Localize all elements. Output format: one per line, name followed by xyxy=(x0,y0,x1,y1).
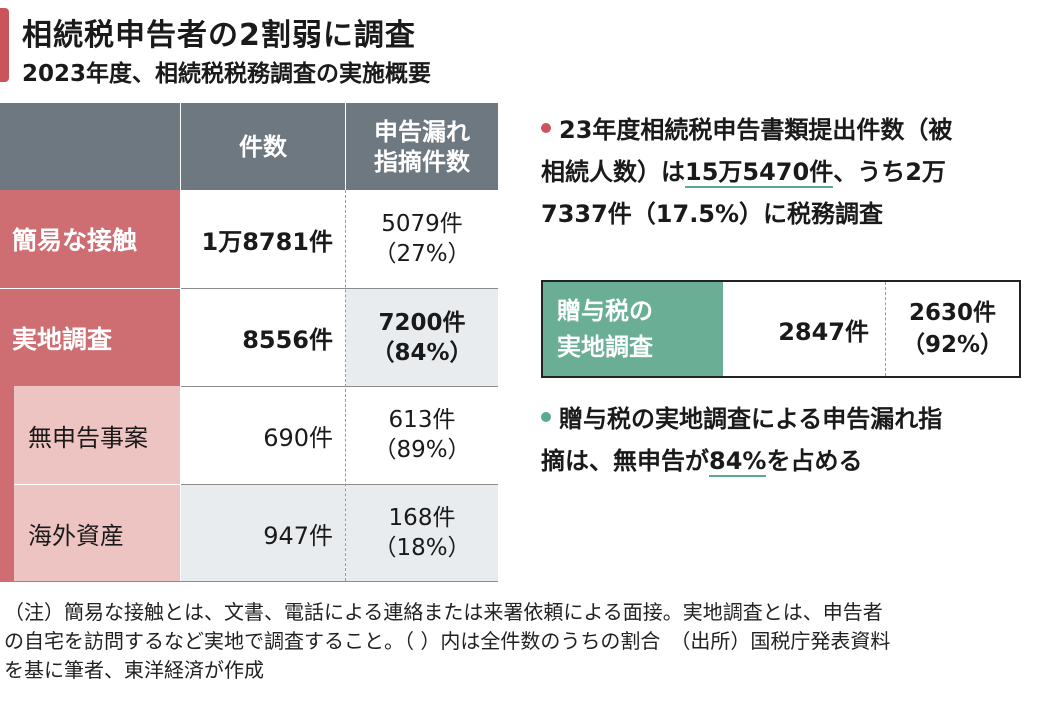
found-pct: （84%） xyxy=(371,339,473,366)
gift-tax-found: 2630件 （92%） xyxy=(886,282,1019,376)
header-corner xyxy=(0,103,180,190)
row-count-overseas: 947件 xyxy=(180,485,345,581)
footnote-line2: の自宅を訪問するなど実地で調査すること。（ ）内は全件数のうちの割合 （出所）国… xyxy=(4,629,891,653)
found-pct: （18%） xyxy=(373,535,471,561)
bullet1-line2a: 相続人数）は xyxy=(541,158,685,186)
footnote-line3: を基に筆者、東洋経済が作成 xyxy=(4,658,264,682)
bullet-dot xyxy=(541,412,551,422)
bullet2-line1: 贈与税の実地調査による申告漏れ指 xyxy=(559,405,943,433)
survey-table: 件数 申告漏れ 指摘件数 簡易な接触 1万8781件 5079件 （27%） 実… xyxy=(0,103,498,582)
gift-tax-label: 贈与税の 実地調査 xyxy=(543,282,723,376)
row-label-overseas: 海外資産 xyxy=(14,485,180,581)
label-divider xyxy=(180,190,181,581)
bullet1-line2b: 、うち2万 xyxy=(833,158,946,186)
gift-tax-table: 贈与税の 実地調査 2847件 2630件 （92%） xyxy=(541,280,1021,378)
found-pct: （89%） xyxy=(373,437,471,463)
row-found-simple-contact: 5079件 （27%） xyxy=(346,190,498,288)
gift-label-line1: 贈与税の xyxy=(557,297,653,325)
footnote: （注）簡易な接触とは、文書、電話による連絡または来署依頼による面接。実地調査とは… xyxy=(4,598,1040,685)
footnote-line1: （注）簡易な接触とは、文書、電話による連絡または来署依頼による面接。実地調査とは… xyxy=(4,600,883,624)
row-divider xyxy=(180,484,498,485)
row-label-simple-contact: 簡易な接触 xyxy=(0,190,180,288)
gift-tax-count: 2847件 xyxy=(778,317,869,346)
found-pct: （92%） xyxy=(901,332,1004,358)
row-divider xyxy=(180,288,498,289)
found-pct: （27%） xyxy=(373,241,471,267)
chart-title: 相続税申告者の2割弱に調査 xyxy=(22,18,416,53)
bullet1-line1: 23年度相続税申告書類提出件数（被 xyxy=(559,116,953,144)
row-count-unfiled: 690件 xyxy=(263,423,333,452)
found-value: 5079件 xyxy=(381,211,463,237)
chart-subtitle: 2023年度、相続税税務調査の実施概要 xyxy=(22,61,432,87)
header-found-line1: 申告漏れ xyxy=(374,117,470,146)
row-found-field-survey: 7200件 （84%） xyxy=(346,289,498,386)
row-divider xyxy=(0,581,498,582)
bullet1-line3: 7337件（17.5%）に税務調査 xyxy=(541,200,884,228)
row-count-field-survey: 8556件 xyxy=(242,326,333,354)
title-accent-bar xyxy=(0,8,9,82)
header-found: 申告漏れ 指摘件数 xyxy=(346,103,498,190)
row-divider xyxy=(180,386,498,387)
gift-label-line2: 実地調査 xyxy=(557,333,653,361)
row-found-overseas: 168件 （18%） xyxy=(346,485,498,581)
found-value: 168件 xyxy=(388,505,456,531)
found-value: 7200件 xyxy=(378,309,466,336)
bullet-dot xyxy=(541,123,551,133)
found-value: 2630件 xyxy=(908,300,996,326)
row-count-simple-contact: 1万8781件 xyxy=(201,227,334,256)
row-label-field-survey: 実地調査 xyxy=(0,289,180,386)
bullet-inheritance-summary: 23年度相続税申告書類提出件数（被 相続人数）は15万5470件、うち2万 73… xyxy=(541,109,1031,235)
column-divider xyxy=(885,282,886,376)
bullet2-highlight: 84% xyxy=(709,447,767,477)
bullet2-line2b: を占める xyxy=(766,447,863,475)
row-label-unfiled: 無申告事案 xyxy=(14,386,180,484)
bullet1-highlight: 15万5470件 xyxy=(685,158,834,188)
column-divider xyxy=(345,190,346,581)
field-survey-side-strip xyxy=(0,386,14,581)
row-found-unfiled: 613件 （89%） xyxy=(346,386,498,484)
bullet2-line2a: 摘は、無申告が xyxy=(541,447,709,475)
bullet-gift-summary: 贈与税の実地調査による申告漏れ指 摘は、無申告が84%を占める xyxy=(541,398,1031,482)
found-value: 613件 xyxy=(388,407,456,433)
header-count: 件数 xyxy=(181,103,345,190)
header-found-line2: 指摘件数 xyxy=(374,147,470,176)
